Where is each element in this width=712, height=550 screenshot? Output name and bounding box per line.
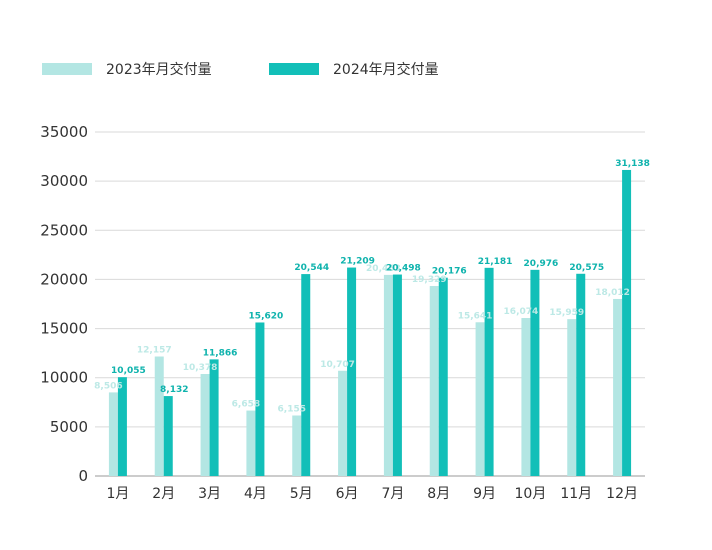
- bar-2023-6: [338, 370, 348, 476]
- x-tick-label: 9月: [473, 486, 496, 502]
- data-label-2024-12: 31,138: [615, 159, 650, 169]
- gridlines: [95, 131, 645, 477]
- bar-2023-1: [108, 392, 118, 476]
- x-tick-label: 6月: [336, 486, 359, 502]
- data-label-2023-5: 6,155: [278, 405, 306, 415]
- data-label-2024-4: 15,620: [249, 311, 284, 321]
- legend-swatch-2023: [42, 63, 92, 75]
- data-label-2023-1: 8,506: [94, 381, 122, 391]
- data-label-2023-4: 6,658: [232, 400, 260, 410]
- y-tick-label: 20000: [40, 270, 88, 288]
- data-label-2024-2: 8,132: [160, 385, 188, 395]
- x-tick-label: 4月: [244, 486, 267, 502]
- data-label-2024-9: 21,181: [478, 257, 513, 267]
- legend-label-2024: 2024年月交付量: [333, 61, 439, 78]
- x-tick-label: 11月: [560, 486, 592, 502]
- legend-label-2023: 2023年月交付量: [106, 61, 212, 78]
- bar-2024-10: [530, 269, 540, 476]
- y-tick-label: 25000: [40, 221, 88, 239]
- x-tick-label: 5月: [290, 486, 313, 502]
- data-label-2024-1: 10,055: [111, 366, 146, 376]
- bar-2024-5: [301, 274, 311, 476]
- bar-2023-2: [154, 356, 164, 476]
- y-tick-label: 15000: [40, 320, 88, 338]
- data-label-2023-10: 16,074: [504, 307, 539, 317]
- bar-2024-6: [347, 267, 357, 476]
- x-tick-label: 1月: [106, 486, 129, 502]
- y-tick-label: 5000: [50, 418, 88, 436]
- y-tick-label: 10000: [40, 369, 88, 387]
- data-label-2024-11: 20,575: [569, 263, 604, 273]
- data-label-2023-6: 10,707: [320, 360, 355, 370]
- bars: [108, 169, 632, 476]
- data-label-2024-8: 20,176: [432, 267, 467, 277]
- bar-2024-8: [438, 277, 448, 476]
- x-tick-label: 7月: [381, 486, 404, 502]
- y-tick-label: 30000: [40, 172, 88, 190]
- bar-2024-7: [392, 274, 402, 476]
- data-label-2023-2: 12,157: [137, 346, 172, 356]
- data-label-2024-10: 20,976: [524, 259, 559, 269]
- data-label-2023-3: 10,378: [183, 363, 218, 373]
- bar-2023-3: [200, 373, 210, 476]
- bar-2024-9: [484, 267, 494, 476]
- y-axis: 0 5000 10000 15000 20000 25000 30000 35000: [40, 123, 88, 485]
- x-tick-label: 10月: [515, 486, 547, 502]
- data-label-2023-8: 19,329: [412, 275, 447, 285]
- legend: 2023年月交付量 2024年月交付量: [42, 61, 439, 78]
- bar-2023-7: [383, 274, 393, 476]
- data-label-2024-5: 20,544: [294, 263, 329, 273]
- x-axis: 1月 2月 3月 4月 5月 6月 7月 8月 9月 10月 11月 12月: [106, 486, 638, 502]
- bar-2023-4: [246, 410, 256, 476]
- bar-2024-1: [117, 377, 127, 476]
- data-label-2023-12: 18,012: [595, 288, 630, 298]
- data-label-2023-11: 15,959: [549, 308, 584, 318]
- data-label-2024-6: 21,209: [340, 257, 375, 267]
- x-tick-label: 3月: [198, 486, 221, 502]
- bar-2023-10: [521, 318, 531, 476]
- legend-swatch-2024: [269, 63, 319, 75]
- data-label-2024-7: 20,498: [386, 264, 421, 274]
- bar-2024-11: [576, 273, 586, 476]
- bar-2023-5: [292, 415, 302, 476]
- bar-2023-11: [567, 319, 577, 476]
- bar-2024-2: [163, 396, 173, 476]
- bar-2024-4: [255, 322, 265, 476]
- x-tick-label: 2月: [152, 486, 175, 502]
- bar-2024-12: [622, 169, 632, 476]
- y-tick-label: 35000: [40, 123, 88, 141]
- data-label-2023-7: 20,463: [366, 264, 401, 274]
- bar-2023-9: [475, 322, 485, 476]
- x-tick-label: 12月: [606, 486, 638, 502]
- x-tick-label: 8月: [427, 486, 450, 502]
- data-label-2024-3: 11,866: [203, 348, 238, 358]
- bar-2023-8: [429, 286, 439, 476]
- bar-2023-12: [613, 298, 623, 476]
- bar-2024-3: [209, 359, 219, 476]
- data-labels: 8,506 10,055 12,157 8,132 10,378 11,866 6,658 1…: [94, 159, 650, 415]
- y-tick-label: 0: [78, 467, 88, 485]
- data-label-2023-9: 15,641: [458, 311, 493, 321]
